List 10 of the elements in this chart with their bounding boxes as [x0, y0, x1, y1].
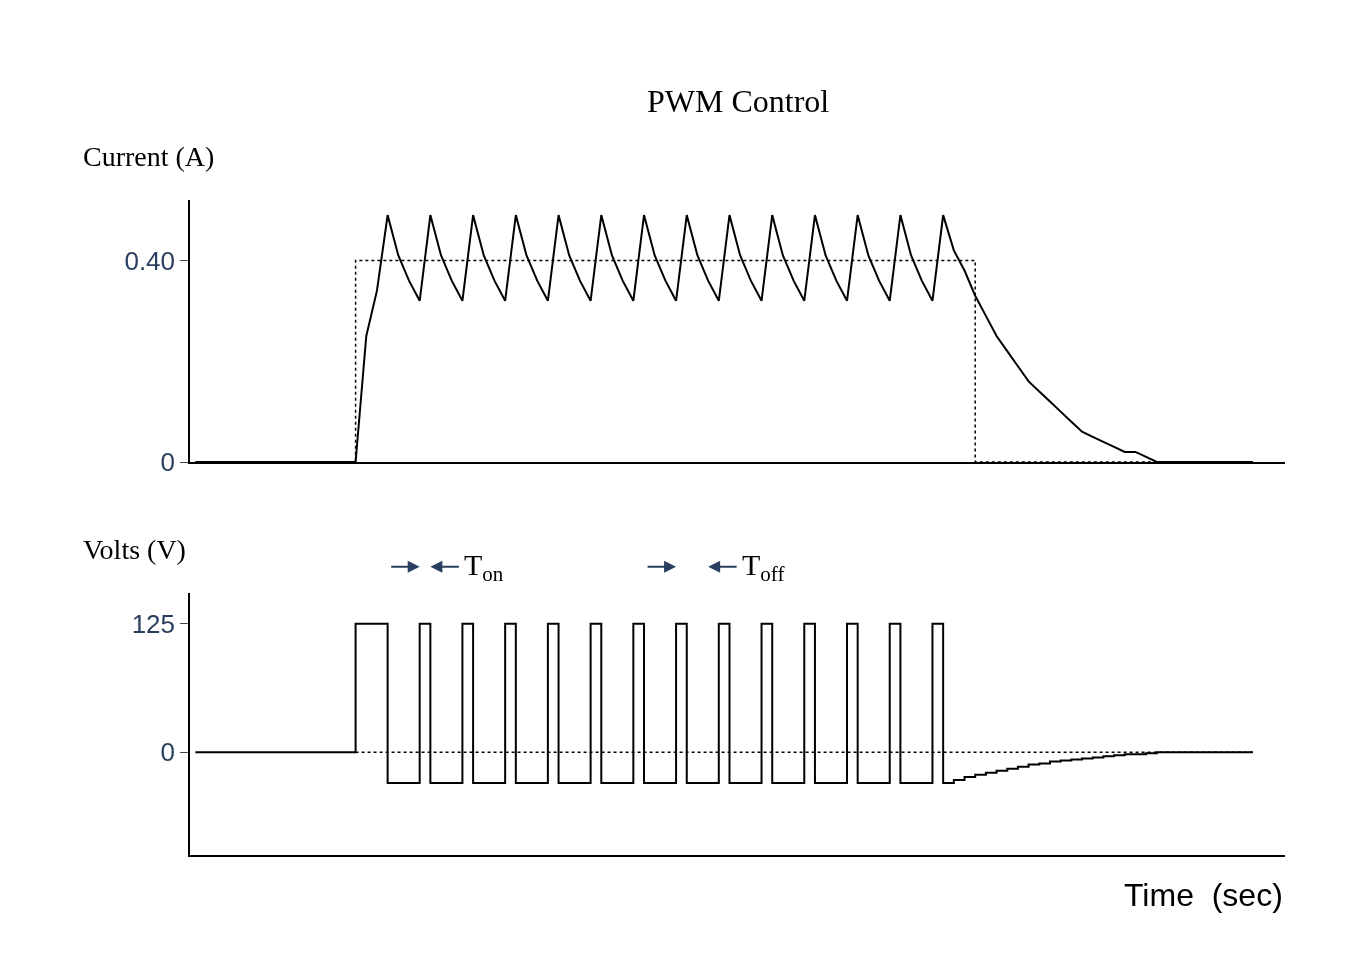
y-tick-label: 0: [160, 737, 176, 768]
y-axis-title: Volts (V): [83, 534, 186, 565]
chart-title: PWM Control: [647, 83, 830, 119]
y-tick-label: 0: [160, 447, 176, 478]
text: T$_{off}$: [742, 548, 785, 587]
y-axis-title: Current (A): [83, 141, 215, 172]
y-tick-label: 0.40: [124, 245, 176, 276]
x-axis-title: Time (sec): [1124, 877, 1283, 913]
y-tick-label: 125: [131, 608, 176, 639]
text: T$_{on}$: [464, 548, 504, 587]
